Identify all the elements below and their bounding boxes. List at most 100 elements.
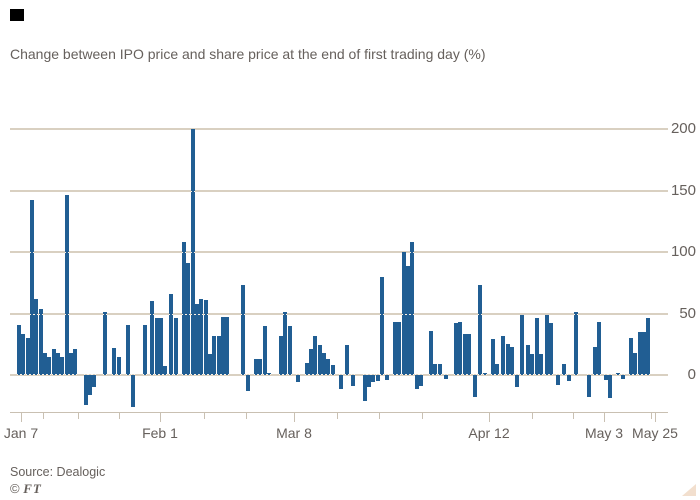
x-minor-tick (337, 412, 338, 419)
bar (608, 375, 612, 398)
bar-gridline-dots (539, 374, 543, 375)
bar-gridline-dots (159, 374, 163, 375)
bar-gridline-dots (267, 374, 271, 375)
x-axis-line (10, 412, 668, 413)
bar-gridline-dots (191, 314, 195, 315)
bar-gridline-dots (376, 374, 380, 375)
bar-gridline-dots (393, 374, 397, 375)
bar (92, 375, 96, 387)
bar (539, 354, 543, 375)
bar-gridline-dots (117, 374, 121, 375)
bar (258, 359, 262, 375)
bar (263, 326, 267, 375)
bar-gridline-dots (515, 374, 519, 375)
bar (562, 364, 566, 375)
bar-gridline-dots (415, 374, 419, 375)
bar (556, 375, 560, 385)
bar (597, 322, 601, 375)
bar-gridline-dots (73, 374, 77, 375)
x-tick-label: Jan 7 (3, 425, 39, 441)
bar (182, 242, 186, 375)
bar (43, 353, 47, 375)
bar-gridline-dots (309, 374, 313, 375)
x-minor-tick (379, 412, 380, 419)
bar (174, 318, 178, 375)
bar-gridline-dots (567, 374, 571, 375)
bar (567, 375, 571, 381)
bar (279, 336, 283, 375)
bar (296, 375, 300, 382)
bar (438, 364, 442, 375)
bar-gridline-dots (478, 374, 482, 375)
x-minor-tick (78, 412, 79, 419)
bar-gridline-dots (263, 374, 267, 375)
bar-gridline-dots (646, 374, 650, 375)
bar-gridline-dots (65, 314, 69, 315)
bar-gridline-dots (174, 374, 178, 375)
x-tick-label: Apr 12 (468, 425, 510, 441)
bar-gridline-dots (597, 374, 601, 375)
bar (380, 277, 384, 375)
bar-gridline-dots (351, 374, 355, 375)
x-minor-tick (573, 412, 574, 419)
bar (604, 375, 608, 380)
bar (535, 318, 539, 375)
bar (65, 195, 69, 375)
bar-gridline-dots (150, 314, 154, 315)
bar-gridline-dots (506, 374, 510, 375)
bar-gridline-dots (217, 374, 221, 375)
bar (217, 336, 221, 375)
bar-gridline-dots (444, 374, 448, 375)
y-tick-label: 0 (687, 366, 696, 383)
bar-gridline-dots (155, 374, 159, 375)
bar (473, 375, 477, 397)
gridline (10, 251, 668, 253)
bar (351, 375, 355, 386)
bar (47, 357, 51, 375)
bar (126, 325, 130, 375)
bar (587, 375, 591, 397)
bar (186, 263, 190, 375)
bar-gridline-dots (88, 374, 92, 375)
bar-gridline-dots (438, 374, 442, 375)
bar-gridline-dots (483, 374, 487, 375)
bar-gridline-dots (208, 374, 212, 375)
bar-gridline-dots (169, 374, 173, 375)
bar-gridline-dots (39, 314, 43, 315)
bar-gridline-dots (326, 374, 330, 375)
bar (629, 338, 633, 375)
bar (150, 301, 154, 375)
bar (246, 375, 250, 391)
bar-gridline-dots (520, 374, 524, 375)
bar (241, 285, 245, 375)
x-major-tick (604, 412, 605, 422)
bar (515, 375, 519, 387)
bar-gridline-dots (318, 374, 322, 375)
bar (339, 375, 343, 389)
bar (633, 353, 637, 375)
bar-gridline-dots (186, 374, 190, 375)
bar (642, 332, 646, 375)
bar (60, 357, 64, 375)
bar-gridline-dots (56, 374, 60, 375)
bar-gridline-dots (84, 374, 88, 375)
bar (26, 338, 30, 375)
bar-gridline-dots (454, 374, 458, 375)
bar-gridline-dots (467, 374, 471, 375)
bar (283, 312, 287, 375)
bar-gridline-dots (419, 374, 423, 375)
bar-gridline-dots (545, 374, 549, 375)
bar-gridline-dots (535, 374, 539, 375)
bar (495, 364, 499, 375)
bar-gridline-dots (549, 374, 553, 375)
bar-gridline-dots (30, 374, 34, 375)
bar-gridline-dots (322, 374, 326, 375)
bar (309, 349, 313, 375)
bar-gridline-dots (463, 374, 467, 375)
bar-gridline-dots (339, 374, 343, 375)
bar-gridline-dots (331, 374, 335, 375)
bar-gridline-dots (458, 374, 462, 375)
gridline (10, 313, 668, 315)
source-label: Source: Dealogic (10, 465, 106, 479)
brand-square-icon (10, 9, 24, 21)
